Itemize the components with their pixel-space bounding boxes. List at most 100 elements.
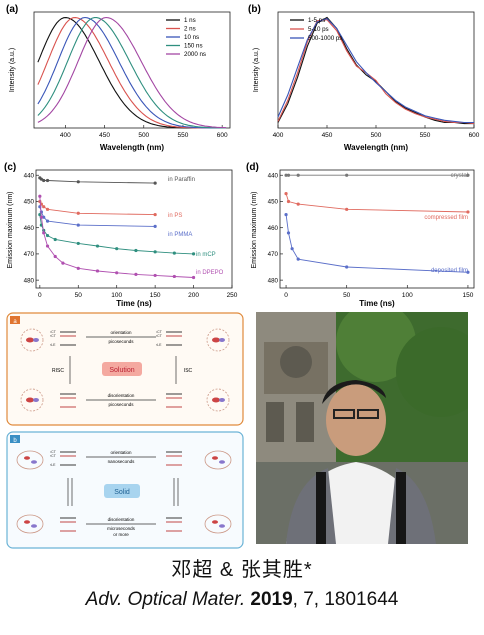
panel-d-frame	[279, 169, 475, 289]
level-label: ³CT	[50, 334, 57, 338]
panel-c-point	[134, 272, 138, 276]
panel-d-annotation: deposited film	[431, 268, 468, 274]
panel-c-label: (c)	[4, 162, 16, 173]
panel-c-ytick-label: 480	[24, 277, 35, 284]
panel-c-point	[76, 241, 80, 246]
panel-d-xtick-label: 150	[463, 292, 474, 299]
panel-c-point	[76, 180, 80, 184]
scheme-solution-top-text: orientation	[110, 330, 132, 335]
panel-c-emission-chart: (c) Emission maximum (nm) Time (ns) 0 50 1…	[4, 162, 238, 308]
panel-c-point	[153, 250, 157, 254]
panel-a-xtick-label: 550	[178, 132, 189, 139]
panel-d-point	[296, 202, 300, 206]
author-names: 邓超 & 张其胜*	[171, 559, 313, 581]
panel-c-point	[76, 223, 80, 227]
panel-c-point	[134, 248, 138, 253]
panel-d-point	[286, 231, 291, 235]
scheme-solution-top-text: picoseconds	[108, 339, 134, 344]
solution-badge	[102, 362, 142, 376]
panel-d-emission-chart: (d) Emission maximum (nm) Time (ns) 0 50 1…	[246, 162, 475, 308]
panel-b-xtick-label: 500	[371, 132, 382, 139]
panel-b-xtick-label: 600	[469, 132, 480, 139]
panel-b-legend-label: 1-5 ps	[308, 17, 325, 24]
scheme-solution-isc: ISC	[184, 368, 193, 374]
panel-b-xtick-label: 450	[322, 132, 333, 139]
panel-a-xtick-label: 450	[99, 132, 110, 139]
panel-d-series-line	[285, 214, 468, 273]
panel-c-ytick-label: 440	[24, 172, 35, 179]
scheme-solid-bottom-text: or more	[113, 532, 129, 537]
panel-b-label: (b)	[248, 4, 261, 15]
panel-c-series-line	[39, 201, 156, 216]
panel-c-point	[45, 244, 50, 248]
molecule-icon	[20, 328, 44, 352]
panel-c-point	[38, 194, 42, 198]
panel-d-point	[345, 265, 349, 269]
scheme-solid-top-text: orientation	[110, 450, 132, 455]
panel-a-series-line	[37, 16, 227, 129]
molecule-icon	[20, 388, 44, 412]
panel-a-frame	[33, 11, 231, 129]
panel-a-xlabel: Wavelength (nm)	[100, 143, 164, 152]
panel-c-xtick-label: 200	[188, 292, 199, 299]
molecule-cluster-icon	[16, 450, 44, 470]
panel-c-point	[172, 274, 176, 279]
panel-c-ylabel: Emission maximum (nm)	[7, 191, 14, 268]
panel-c-point	[115, 247, 119, 251]
panel-a-xtick-label: 400	[60, 132, 71, 139]
panel-d-point	[466, 210, 470, 214]
panel-c-point	[153, 273, 157, 278]
panel-b-series-line	[277, 16, 474, 125]
molecule-cluster-icon	[204, 450, 232, 470]
panel-a-ylabel: Intensity (a.u.)	[9, 48, 16, 92]
solid-badge-text: Solid	[114, 489, 130, 496]
panel-d-point	[290, 247, 294, 251]
panel-a-xtick-label: 500	[138, 132, 149, 139]
panel-c-xtick-label: 0	[38, 292, 42, 299]
panel-d-point	[286, 173, 291, 177]
panel-c-annotation: in Paraffin	[168, 177, 195, 183]
panel-d-ytick-label: 450	[268, 199, 279, 206]
panel-c-point	[76, 211, 80, 215]
journal-year: 2019	[250, 589, 293, 610]
molecule-icon	[206, 388, 230, 412]
panel-c-xtick-label: 100	[111, 292, 122, 299]
panel-c-annotation: in PMMA	[168, 232, 192, 238]
panel-d-annotation: compressed film	[424, 215, 468, 221]
panel-c-annotation: in PS	[168, 213, 182, 219]
panel-c-xtick-label: 250	[227, 292, 238, 299]
panel-d-annotation: crystal	[451, 173, 468, 179]
panel-d-point	[284, 173, 288, 177]
author-photo-illustration	[256, 312, 468, 544]
panel-a-spectra-chart: (a) Intensity (a.u.) Wavelength (nm) 400…	[6, 4, 231, 152]
panel-a-legend-label: 150 ns	[184, 43, 203, 50]
scheme-solution-risc: RISC	[52, 368, 64, 374]
panel-d-xtick-label: 50	[343, 292, 351, 299]
panel-b-series-line	[277, 17, 474, 124]
panel-c-series-line	[39, 177, 156, 184]
solution-badge-text: Solution	[109, 367, 134, 374]
panel-a-series-line	[37, 17, 227, 129]
panel-d-point	[345, 173, 349, 177]
level-label: ³LE	[50, 463, 56, 467]
panel-c-point	[42, 178, 46, 183]
level-label: ³LE	[50, 343, 56, 347]
panel-c-point	[45, 219, 50, 223]
panel-c-point	[95, 269, 100, 273]
panel-c-ytick-label: 460	[24, 225, 35, 232]
panel-d-ytick-label: 480	[268, 277, 279, 284]
level-label: ³CT	[156, 334, 163, 338]
author-photo	[256, 312, 468, 544]
panel-d-ytick-label: 460	[268, 225, 279, 232]
panel-d-point	[466, 173, 470, 177]
panel-c-annotation: in DPEPO	[196, 270, 224, 276]
molecule-cluster-icon	[16, 514, 44, 534]
panel-d-point	[286, 199, 291, 204]
panel-a-legend-label: 1 ns	[184, 17, 196, 24]
panel-d-ytick-label: 440	[268, 172, 279, 179]
panel-a-label: (a)	[6, 4, 18, 15]
level-label: ³CT	[50, 454, 57, 458]
molecule-icon	[206, 328, 230, 352]
panel-c-point	[45, 233, 50, 238]
panel-c-point	[53, 254, 57, 259]
